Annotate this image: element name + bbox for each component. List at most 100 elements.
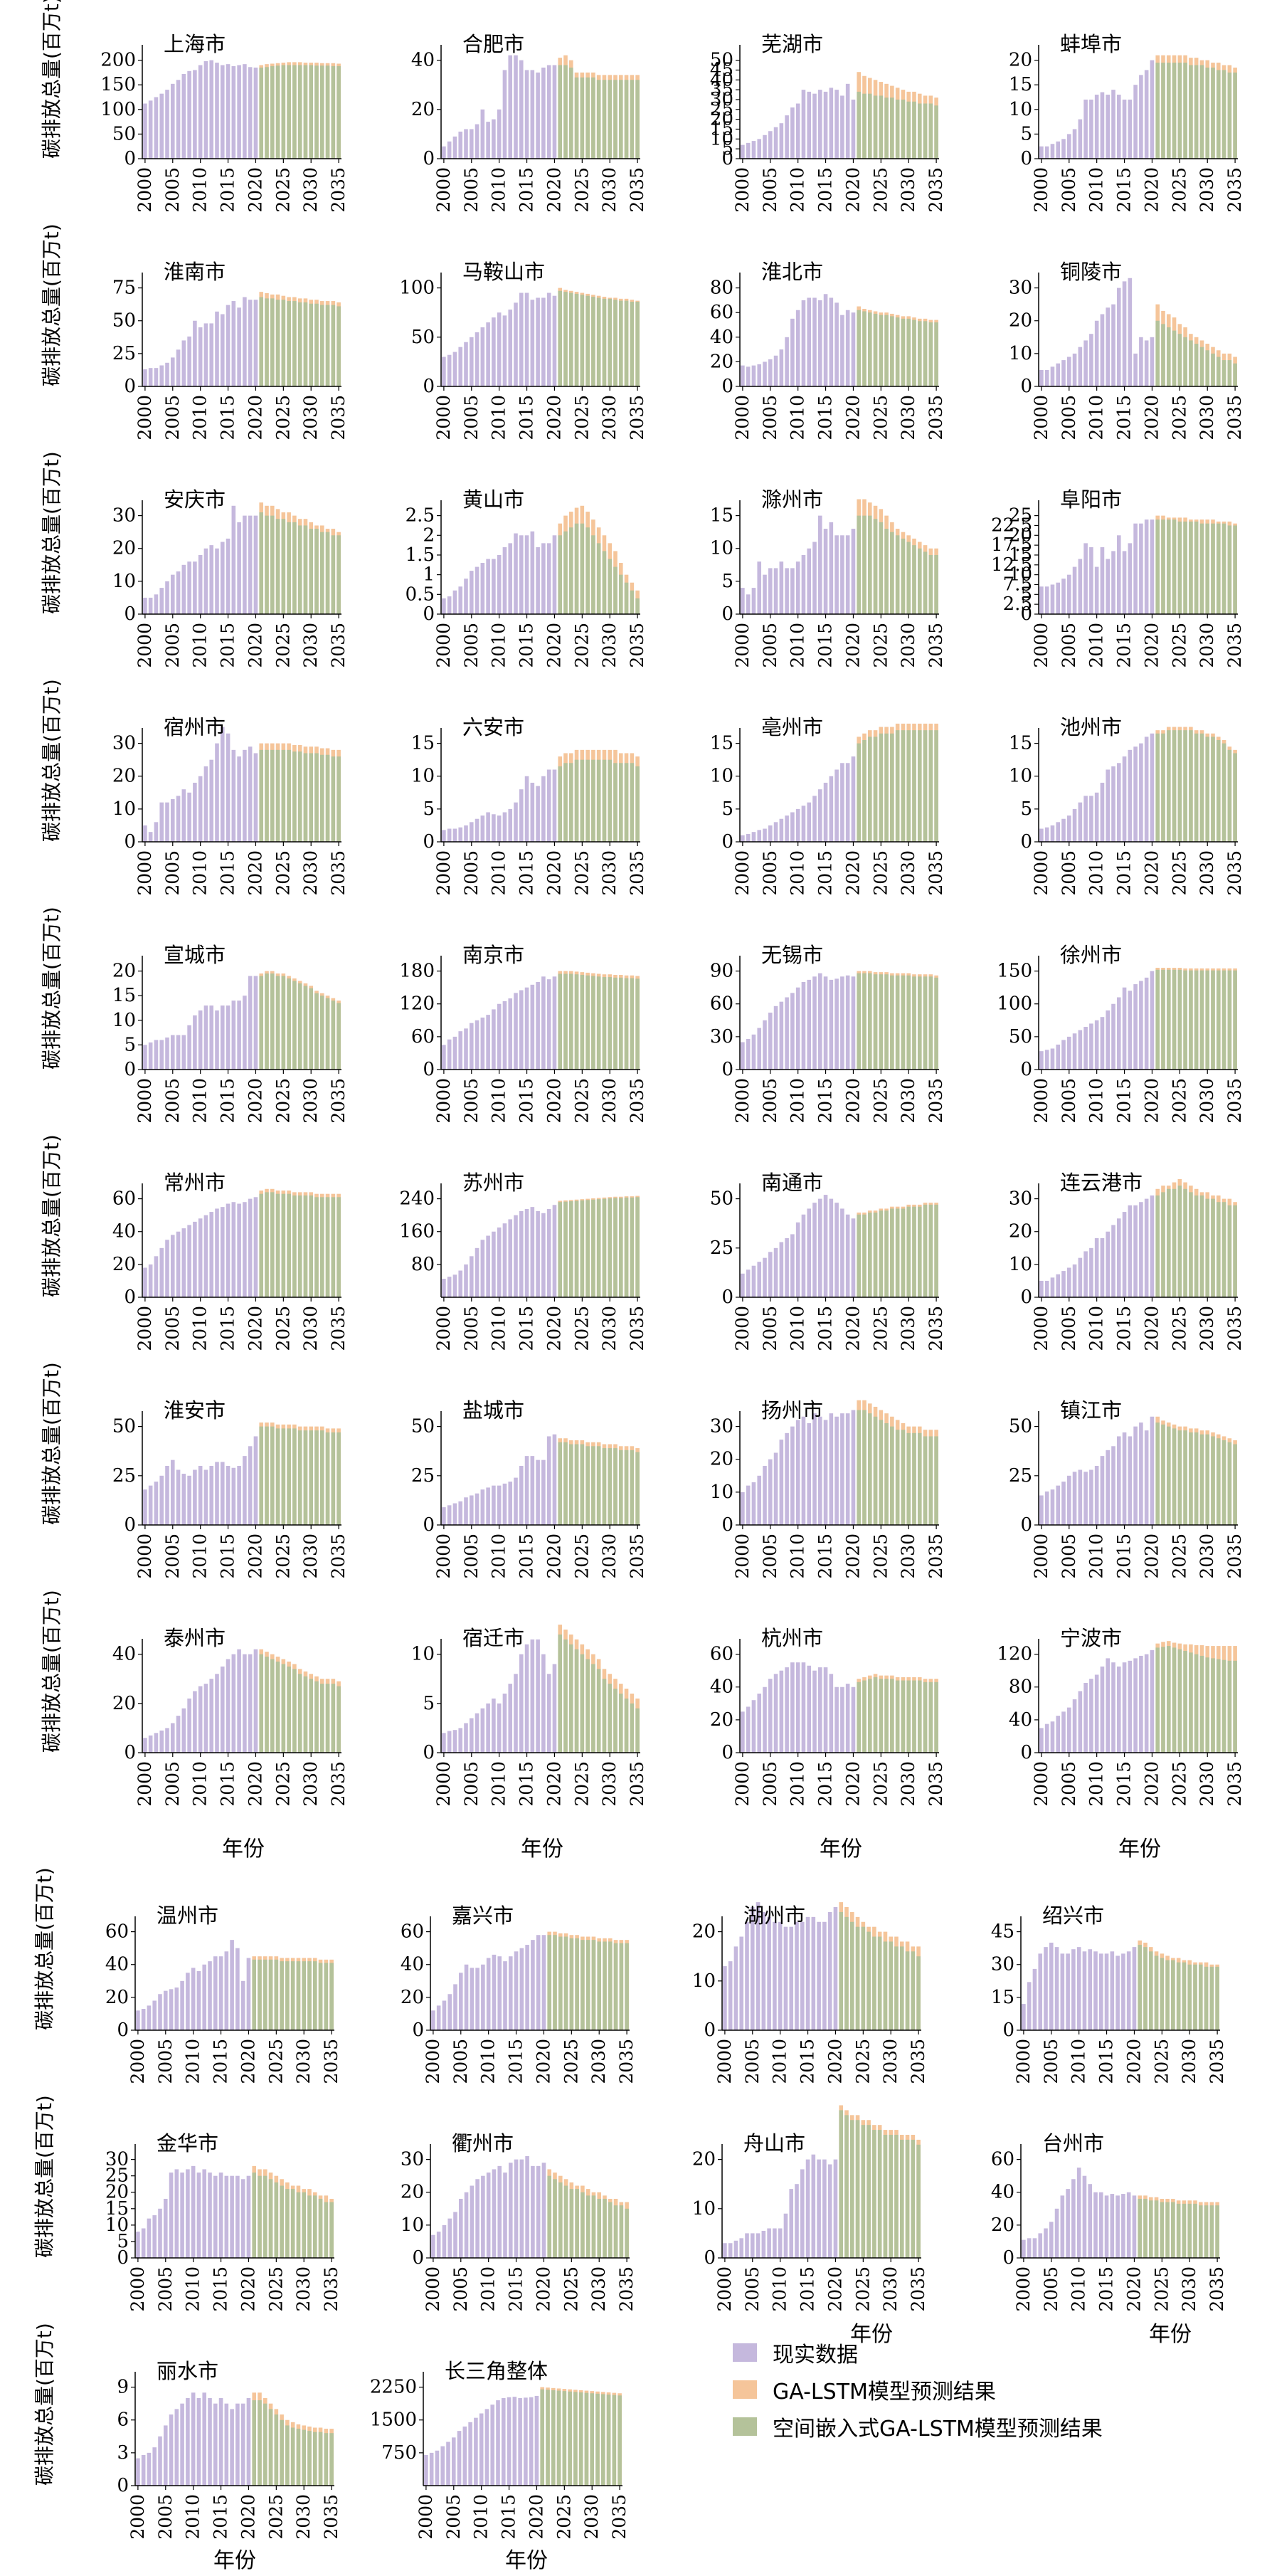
bar-spatial-2035 <box>934 1682 938 1753</box>
bar-actual-2009 <box>790 318 795 386</box>
bar-spatial-2032 <box>1198 2205 1203 2258</box>
bar-actual-2020 <box>1150 971 1155 1070</box>
bar-actual-2002 <box>1050 1048 1055 1070</box>
bar-spatial-2030 <box>608 759 613 842</box>
bar-spatial-2033 <box>923 1682 928 1753</box>
bar-spatial-2028 <box>596 1199 601 1297</box>
bar-spatial-2025 <box>1177 334 1182 386</box>
y-tick-label: 10 <box>105 2215 129 2236</box>
x-tick-label: 2035 <box>616 2266 637 2312</box>
x-tick-label: 2000 <box>433 1761 454 1807</box>
bar-actual-2003 <box>447 1994 452 2030</box>
bar-actual-2005 <box>163 2198 168 2258</box>
y-tick-label: 60 <box>710 1644 733 1665</box>
y-tick-label: 5 <box>721 138 733 159</box>
bar-actual-2004 <box>165 581 169 614</box>
bar-actual-2003 <box>458 586 463 614</box>
bar-actual-2003 <box>447 2218 452 2258</box>
bar-actual-2015 <box>226 305 230 386</box>
bar-actual-2014 <box>519 1465 524 1525</box>
bar-actual-2001 <box>447 1505 452 1525</box>
bar-actual-2012 <box>1106 1658 1111 1753</box>
bar-actual-2019 <box>845 1214 850 1297</box>
x-tick-label: 2000 <box>433 1078 454 1124</box>
x-tick-label: 2020 <box>544 1306 564 1351</box>
bar-spatial-2025 <box>879 974 884 1070</box>
x-tick-label: 2015 <box>218 395 238 440</box>
bar-spatial-2024 <box>275 1428 280 1525</box>
bar-actual-2008 <box>1083 1682 1088 1753</box>
bar-spatial-2032 <box>312 2195 317 2258</box>
bar-spatial-2032 <box>917 1680 922 1753</box>
bar-spatial-2022 <box>265 298 269 386</box>
y-tick-label: 15 <box>1009 544 1032 566</box>
y-tick-label: 5 <box>721 571 733 592</box>
bar-spatial-2028 <box>297 525 302 614</box>
x-tick-label: 2020 <box>842 1306 863 1351</box>
bar-actual-2018 <box>235 2403 240 2486</box>
y-tick-label: 20 <box>710 1449 733 1470</box>
x-tick-label: 2000 <box>423 2266 443 2312</box>
bar-actual-2007 <box>181 564 186 614</box>
bar-spatial-2022 <box>553 2179 557 2258</box>
bar-spatial-2033 <box>613 1943 618 2030</box>
bar-actual-2010 <box>198 776 203 842</box>
bar-spatial-2021 <box>558 535 563 614</box>
bar-actual-2020 <box>833 1907 838 2030</box>
bar-actual-2015 <box>524 776 529 842</box>
x-axis-title: 年份 <box>1149 2322 1192 2347</box>
bar-actual-2018 <box>541 297 546 386</box>
bar-spatial-2027 <box>872 1936 876 2030</box>
bar-actual-2010 <box>497 312 502 386</box>
bar-actual-2012 <box>508 55 513 159</box>
bar-actual-2010 <box>497 1485 502 1525</box>
bar-spatial-2034 <box>630 1703 635 1753</box>
bar-actual-2002 <box>452 828 457 842</box>
bar-spatial-2025 <box>281 749 286 842</box>
bar-actual-2006 <box>1072 353 1077 386</box>
bar-actual-2000 <box>741 1492 745 1525</box>
x-tick-label: 2005 <box>760 395 780 440</box>
y-tick-label: 60 <box>991 2149 1014 2170</box>
x-tick-label: 2010 <box>489 1534 509 1579</box>
x-tick-label: 2025 <box>571 623 592 668</box>
bar-actual-2019 <box>248 67 253 159</box>
bar-actual-2002 <box>1050 584 1055 614</box>
bar-actual-2007 <box>181 1708 186 1753</box>
bar-spatial-2023 <box>558 2182 563 2258</box>
bar-actual-2001 <box>1044 1724 1049 1753</box>
x-tick-label: 2035 <box>616 2039 637 2084</box>
bar-actual-2015 <box>1122 99 1127 159</box>
bar-spatial-2024 <box>1172 730 1177 842</box>
bar-spatial-2034 <box>331 756 336 842</box>
bar-spatial-2033 <box>318 1963 323 2030</box>
bar-actual-2013 <box>215 743 219 842</box>
bar-actual-2006 <box>176 571 181 614</box>
y-tick-label: 20 <box>991 2215 1014 2236</box>
y-tick-label: 10 <box>710 766 733 787</box>
bar-spatial-2025 <box>580 1654 585 1753</box>
bar-spatial-2021 <box>1155 733 1160 842</box>
bar-actual-2009 <box>492 317 496 386</box>
x-tick-label: 2005 <box>1059 1761 1079 1807</box>
bar-actual-2003 <box>159 1730 164 1753</box>
bar-actual-2019 <box>248 515 253 614</box>
bar-actual-2018 <box>541 1654 546 1753</box>
bar-spatial-2028 <box>585 1940 590 2030</box>
bar-actual-2017 <box>237 1465 241 1525</box>
bar-actual-2000 <box>1039 1728 1044 1753</box>
bar-spatial-2024 <box>275 65 280 159</box>
y-tick-label: 20 <box>710 1709 733 1731</box>
bar-actual-2018 <box>840 1413 844 1525</box>
legend: 现实数据 GA-LSTM模型预测结果 空间嵌入式GA-LSTM模型预测结果 <box>733 2334 1231 2445</box>
bar-spatial-2031 <box>595 2393 600 2486</box>
bar-spatial-2030 <box>608 559 613 614</box>
x-tick-label: 2000 <box>1031 167 1051 213</box>
bar-actual-2006 <box>773 355 778 386</box>
bar-spatial-2030 <box>309 65 314 159</box>
bar-actual-2014 <box>519 292 524 386</box>
